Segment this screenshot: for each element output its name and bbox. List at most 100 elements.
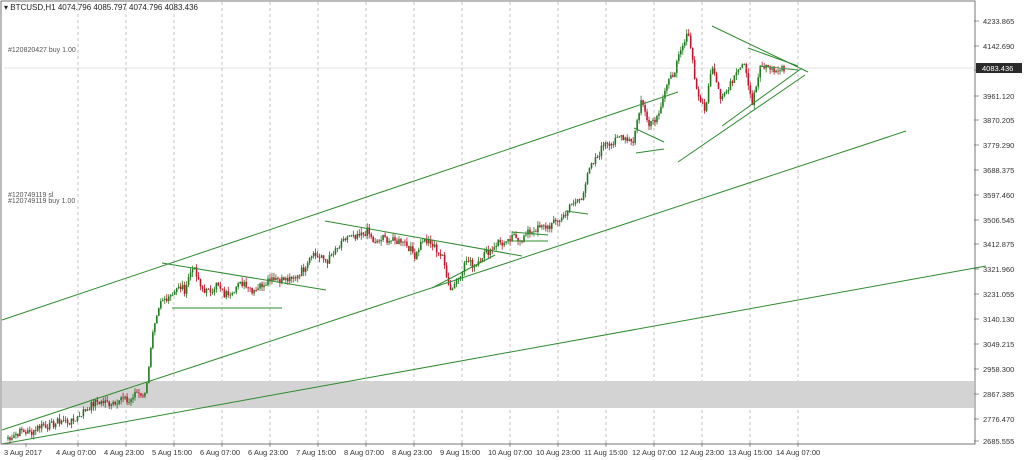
candle-body bbox=[253, 289, 255, 294]
candle-body bbox=[271, 277, 273, 282]
candle-body bbox=[412, 246, 414, 253]
x-tick-label: 3 Aug 2017 bbox=[4, 448, 42, 457]
candle-body bbox=[84, 409, 87, 411]
candle-body bbox=[152, 332, 154, 348]
candle-body bbox=[21, 428, 23, 431]
candle-body bbox=[146, 382, 148, 393]
candle-body bbox=[475, 265, 478, 267]
candle-body bbox=[580, 199, 583, 201]
order-note-3: #120749119 buy 1.00 bbox=[8, 198, 76, 205]
candle-body bbox=[17, 433, 19, 437]
candle-body bbox=[42, 423, 45, 425]
candle-body bbox=[334, 248, 337, 254]
candle-body bbox=[501, 242, 503, 246]
candle-body bbox=[435, 244, 438, 253]
candle-body bbox=[332, 253, 335, 255]
candle-body bbox=[648, 120, 650, 127]
y-tick-label: 3231.055 bbox=[983, 290, 1014, 299]
ohlc-readout: 4074.796 4085.797 4074.796 4083.436 bbox=[57, 3, 198, 12]
candle-body bbox=[592, 163, 595, 165]
candle-body bbox=[402, 241, 404, 243]
trendline bbox=[635, 148, 665, 154]
symbol-label: BTCUSD,H1 bbox=[10, 3, 56, 12]
candle-body bbox=[715, 73, 718, 83]
trendline bbox=[161, 262, 327, 291]
candle-body bbox=[568, 204, 571, 211]
candle-body bbox=[185, 284, 188, 294]
candle-body bbox=[685, 33, 688, 42]
grid-lines bbox=[77, 2, 799, 443]
dropdown-arrow-icon[interactable]: ▾ bbox=[4, 3, 9, 12]
candle-body bbox=[328, 255, 331, 264]
candle-body bbox=[717, 82, 720, 89]
y-tick-label: 2958.300 bbox=[983, 365, 1014, 374]
candle-body bbox=[322, 255, 325, 259]
candle-body bbox=[636, 120, 638, 131]
y-tick-label: 3412.875 bbox=[983, 240, 1014, 249]
x-tick-label: 10 Aug 07:00 bbox=[488, 448, 532, 457]
candle-body bbox=[541, 225, 543, 228]
x-tick-label: 12 Aug 23:00 bbox=[680, 448, 724, 457]
candle-body bbox=[654, 119, 656, 123]
x-tick-label: 8 Aug 07:00 bbox=[344, 448, 384, 457]
chart-header: ▾ BTCUSD,H1 4074.796 4085.797 4074.796 4… bbox=[4, 3, 198, 12]
candle-body bbox=[634, 130, 636, 143]
candle-body bbox=[525, 234, 527, 236]
candle-body bbox=[533, 231, 535, 233]
candle-body bbox=[705, 102, 708, 111]
candle-body bbox=[731, 81, 734, 83]
candle-body bbox=[562, 214, 565, 218]
candle-body bbox=[656, 115, 658, 123]
candle-body bbox=[374, 242, 376, 243]
candle-body bbox=[527, 229, 529, 235]
x-tick-label: 4 Aug 23:00 bbox=[104, 448, 144, 457]
candle-body bbox=[233, 292, 236, 294]
candle-body bbox=[308, 258, 311, 264]
candle-body bbox=[660, 106, 662, 114]
candle-body bbox=[598, 156, 601, 158]
candle-body bbox=[356, 234, 359, 239]
candle-body bbox=[36, 425, 39, 431]
support-zone bbox=[2, 381, 974, 408]
candle-body bbox=[370, 234, 372, 237]
candle-body bbox=[320, 255, 323, 258]
candle-body bbox=[420, 241, 422, 250]
candle-body bbox=[531, 231, 533, 234]
candle-body bbox=[451, 288, 454, 290]
y-tick-label: 3779.290 bbox=[983, 141, 1014, 150]
candle-body bbox=[713, 67, 716, 74]
y-tick-label: 2867.385 bbox=[983, 390, 1014, 399]
candle-body bbox=[437, 252, 440, 254]
candle-body bbox=[213, 289, 216, 293]
candle-body bbox=[211, 292, 214, 294]
candle-body bbox=[195, 267, 198, 277]
candle-body bbox=[612, 143, 615, 145]
candle-body bbox=[658, 113, 660, 116]
x-tick-label: 8 Aug 23:00 bbox=[392, 448, 432, 457]
candle-body bbox=[98, 401, 101, 404]
x-tick-label: 12 Aug 07:00 bbox=[632, 448, 676, 457]
candle-body bbox=[626, 137, 629, 141]
candle-body bbox=[281, 277, 283, 284]
candle-body bbox=[725, 91, 728, 93]
candle-body bbox=[439, 253, 442, 256]
candle-body bbox=[644, 104, 646, 112]
candle-body bbox=[676, 60, 678, 73]
candle-body bbox=[473, 266, 476, 268]
candle-body bbox=[681, 45, 684, 51]
candle-body bbox=[197, 276, 200, 279]
candle-body bbox=[352, 235, 355, 237]
candle-body bbox=[207, 288, 210, 290]
candle-body bbox=[92, 402, 95, 407]
candle-body bbox=[296, 275, 299, 279]
candle-body bbox=[13, 435, 15, 438]
candle-body bbox=[507, 238, 509, 242]
candle-body bbox=[160, 301, 162, 309]
candle-body bbox=[40, 423, 43, 429]
candle-body bbox=[72, 418, 75, 421]
candle-body bbox=[427, 239, 430, 244]
candle-body bbox=[445, 265, 448, 278]
candle-body bbox=[380, 240, 382, 242]
candle-body bbox=[259, 283, 261, 289]
trendline bbox=[633, 127, 665, 143]
